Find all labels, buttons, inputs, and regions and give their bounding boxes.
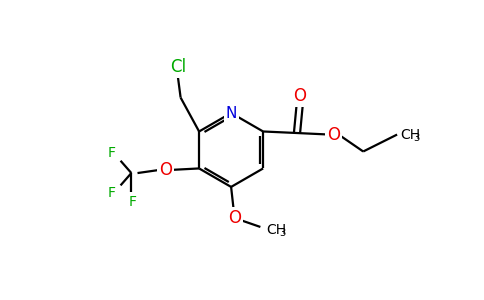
Text: O: O [294,87,306,105]
Text: O: O [159,161,172,179]
Text: 3: 3 [280,228,286,238]
Text: O: O [227,209,241,227]
Text: Cl: Cl [170,58,186,76]
Text: F: F [107,146,115,160]
Text: 3: 3 [413,133,420,142]
Text: CH: CH [400,128,420,142]
Text: F: F [107,186,115,200]
Text: N: N [226,106,237,121]
Text: F: F [129,195,137,209]
Text: CH: CH [267,223,287,237]
Text: O: O [327,126,340,144]
